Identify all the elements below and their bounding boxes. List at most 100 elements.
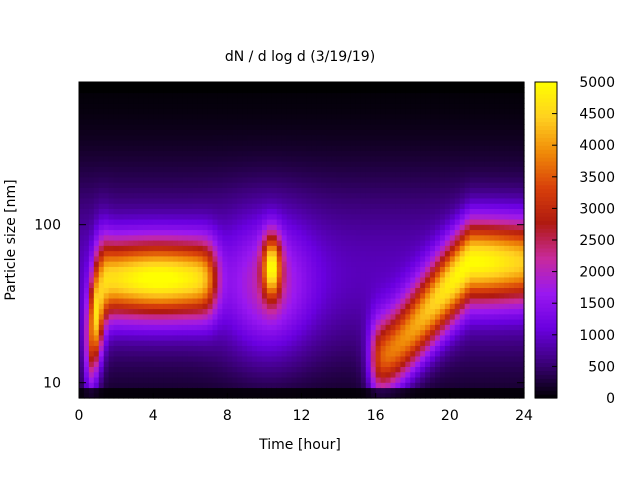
heatmap-cell bbox=[83, 292, 90, 299]
heatmap-cell bbox=[390, 313, 397, 320]
heatmap-cell bbox=[435, 134, 441, 141]
heatmap-cell bbox=[266, 145, 273, 152]
heatmap-cell bbox=[93, 197, 100, 204]
heatmap-cell bbox=[88, 166, 95, 173]
heatmap-cell bbox=[380, 387, 387, 394]
heatmap-cell bbox=[336, 303, 342, 310]
heatmap-cell bbox=[118, 150, 125, 157]
heatmap-cell bbox=[192, 218, 199, 225]
heatmap-cell bbox=[158, 150, 164, 157]
heatmap-cell bbox=[247, 297, 253, 304]
heatmap-cell bbox=[370, 124, 377, 130]
heatmap-cell bbox=[439, 392, 446, 399]
heatmap-cell bbox=[370, 282, 377, 288]
heatmap-cell bbox=[118, 382, 125, 389]
heatmap-cell bbox=[301, 197, 308, 204]
heatmap-cell bbox=[261, 92, 268, 99]
heatmap-cell bbox=[83, 224, 90, 231]
heatmap-cell bbox=[350, 134, 357, 141]
heatmap-cell bbox=[133, 92, 139, 99]
heatmap-cell bbox=[257, 387, 263, 394]
heatmap-cell bbox=[138, 166, 144, 173]
heatmap-cell bbox=[301, 82, 308, 88]
heatmap-cell bbox=[355, 324, 362, 331]
heatmap-cell bbox=[464, 213, 471, 220]
heatmap-cell bbox=[252, 124, 258, 130]
heatmap-cell bbox=[133, 308, 139, 315]
heatmap-cell bbox=[484, 350, 490, 357]
heatmap-cell bbox=[103, 240, 110, 246]
heatmap-cell bbox=[291, 366, 298, 373]
heatmap-cell bbox=[410, 224, 416, 231]
heatmap-cell bbox=[380, 124, 387, 130]
heatmap-cell bbox=[296, 129, 303, 136]
heatmap-cell bbox=[276, 319, 283, 325]
heatmap-cell bbox=[187, 240, 194, 246]
heatmap-cell bbox=[108, 224, 115, 231]
heatmap-cell bbox=[148, 129, 154, 136]
heatmap-cell bbox=[410, 171, 416, 178]
heatmap-cell bbox=[331, 155, 337, 162]
heatmap-cell bbox=[177, 240, 184, 246]
heatmap-cell bbox=[439, 303, 446, 310]
heatmap-cell bbox=[336, 282, 342, 288]
heatmap-cell bbox=[217, 319, 223, 325]
heatmap-cell bbox=[83, 103, 90, 109]
heatmap-cell bbox=[182, 376, 189, 383]
heatmap-cell bbox=[271, 229, 278, 236]
heatmap-cell bbox=[118, 308, 125, 315]
heatmap-cell bbox=[444, 97, 451, 104]
heatmap-cell bbox=[177, 124, 184, 130]
heatmap-cell bbox=[291, 276, 298, 283]
heatmap-cell bbox=[202, 387, 209, 394]
heatmap-cell bbox=[469, 387, 476, 394]
heatmap-cell bbox=[138, 382, 144, 389]
heatmap-cell bbox=[153, 371, 159, 378]
heatmap-cell bbox=[128, 134, 134, 141]
heatmap-cell bbox=[276, 208, 283, 215]
heatmap-cell bbox=[232, 155, 238, 162]
heatmap-cell bbox=[444, 224, 451, 231]
heatmap-cell bbox=[469, 255, 476, 262]
heatmap-cell bbox=[148, 124, 154, 130]
heatmap-cell bbox=[444, 387, 451, 394]
heatmap-cell bbox=[365, 155, 372, 162]
heatmap-cell bbox=[79, 345, 85, 352]
heatmap-cell bbox=[88, 161, 95, 167]
heatmap-cell bbox=[153, 97, 159, 104]
heatmap-cell bbox=[257, 276, 263, 283]
chart-title: dN / d log d (3/19/19) bbox=[225, 49, 375, 65]
heatmap-cell bbox=[257, 224, 263, 231]
heatmap-cell bbox=[242, 192, 248, 199]
heatmap-cell bbox=[346, 250, 352, 257]
heatmap-cell bbox=[182, 218, 189, 225]
heatmap-cell bbox=[326, 319, 332, 325]
heatmap-cell bbox=[341, 308, 347, 315]
heatmap-cell bbox=[123, 282, 130, 288]
heatmap-cell bbox=[257, 324, 263, 331]
heatmap-cell bbox=[148, 176, 154, 183]
heatmap-cell bbox=[207, 297, 214, 304]
heatmap-cell bbox=[207, 139, 214, 146]
heatmap-cell bbox=[395, 334, 401, 341]
heatmap-cell bbox=[252, 139, 258, 146]
heatmap-cell bbox=[484, 218, 490, 225]
heatmap-cell bbox=[296, 329, 303, 336]
heatmap-cell bbox=[311, 240, 317, 246]
heatmap-cell bbox=[93, 176, 100, 183]
heatmap-cell bbox=[93, 387, 100, 394]
heatmap-cell bbox=[449, 176, 456, 183]
heatmap-cell bbox=[311, 139, 317, 146]
heatmap-cell bbox=[143, 182, 149, 188]
heatmap-cell bbox=[321, 345, 327, 352]
heatmap-cell bbox=[168, 308, 174, 315]
heatmap-cell bbox=[346, 266, 352, 273]
heatmap-cell bbox=[88, 97, 95, 104]
heatmap-cell bbox=[306, 261, 312, 267]
heatmap-cell bbox=[331, 355, 337, 362]
heatmap-cell bbox=[365, 382, 372, 389]
heatmap-cell bbox=[192, 134, 199, 141]
heatmap-cell bbox=[133, 371, 139, 378]
heatmap-cell bbox=[257, 150, 263, 157]
heatmap-cell bbox=[108, 113, 115, 120]
